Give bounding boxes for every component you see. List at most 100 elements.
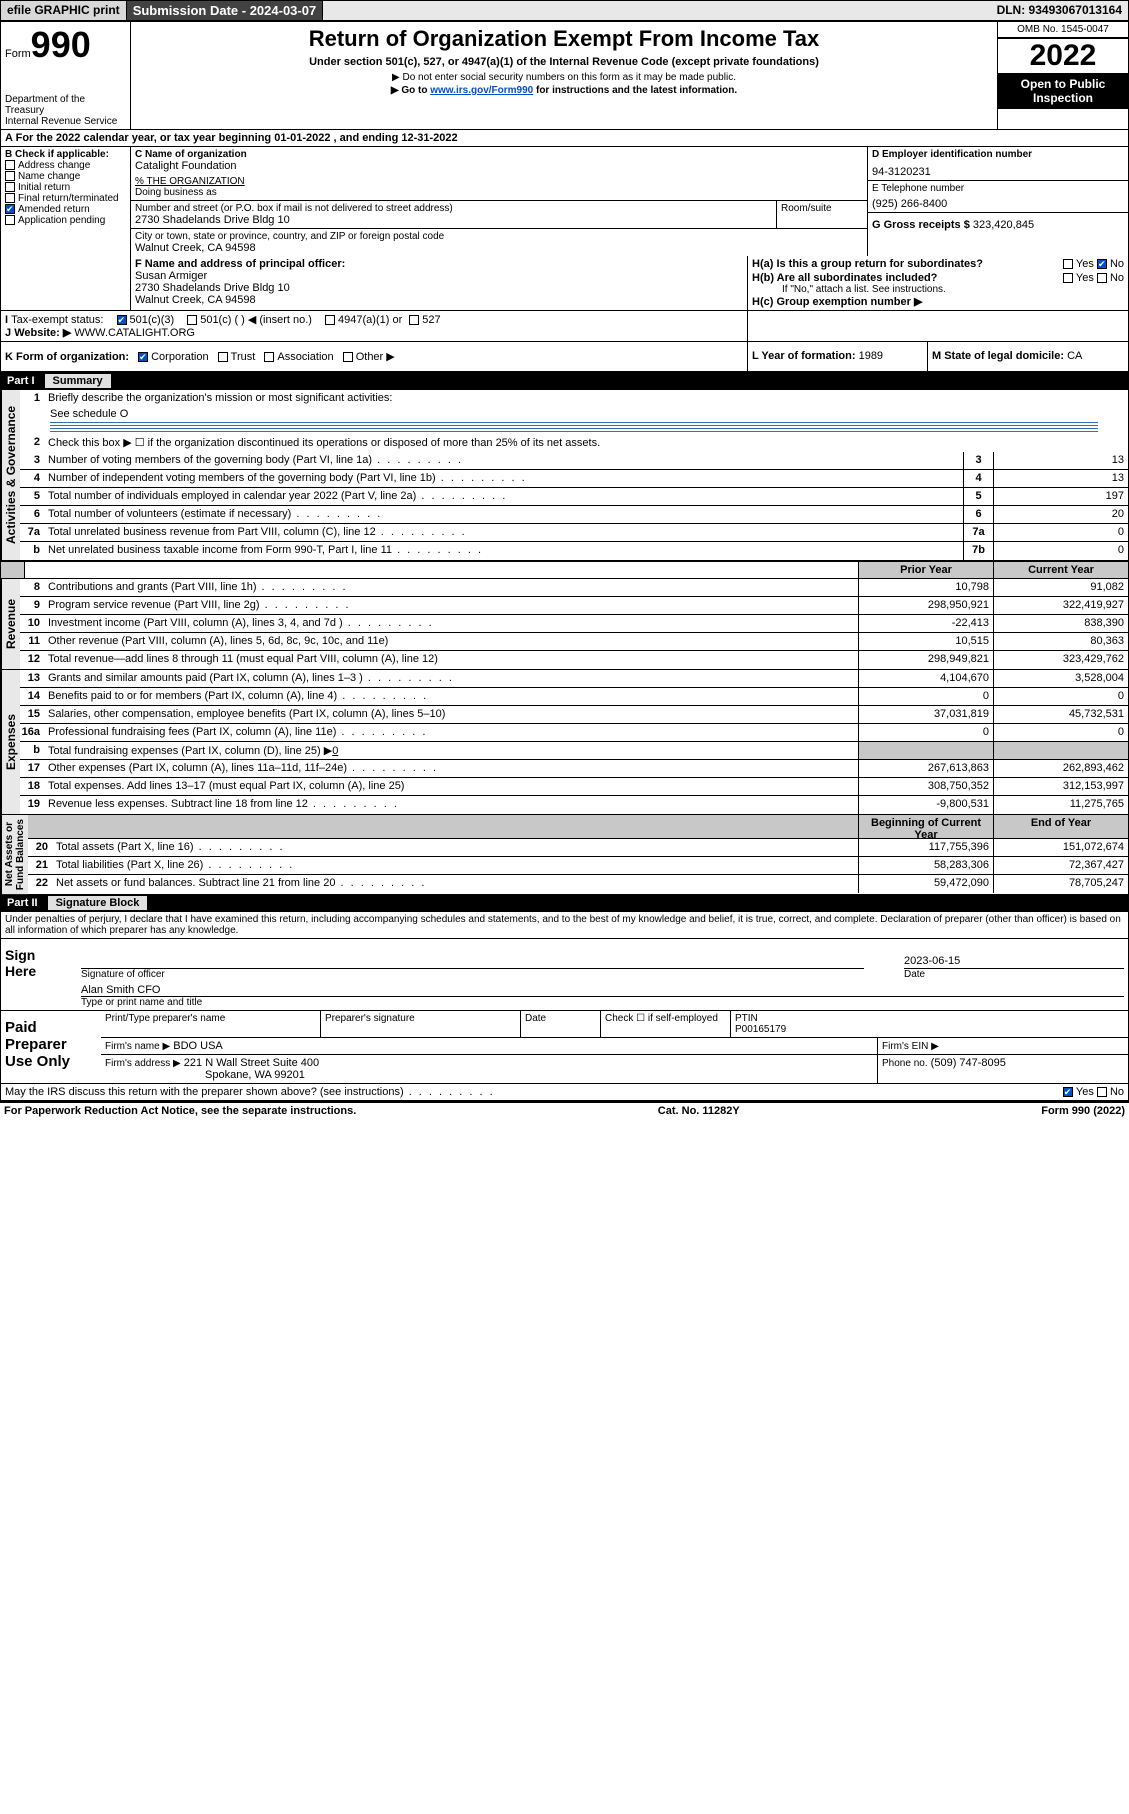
p10: -22,413 xyxy=(858,615,993,632)
firm-ein-label: Firm's EIN ▶ xyxy=(882,1041,939,1052)
eoy-hdr: End of Year xyxy=(993,815,1128,838)
addr-change-chk[interactable] xyxy=(5,160,15,170)
trust-chk[interactable] xyxy=(218,352,228,362)
domicile-label: M State of legal domicile: xyxy=(932,350,1064,362)
form-title: Return of Organization Exempt From Incom… xyxy=(135,26,993,52)
501c3-chk[interactable] xyxy=(117,315,127,325)
l4: Number of independent voting members of … xyxy=(44,470,963,487)
under-section: Under section 501(c), 527, or 4947(a)(1)… xyxy=(135,56,993,68)
assoc-chk[interactable] xyxy=(264,352,274,362)
c12: 323,429,762 xyxy=(993,651,1128,669)
form-number: 990 xyxy=(31,24,91,65)
c16a: 0 xyxy=(993,724,1128,741)
l15: Salaries, other compensation, employee b… xyxy=(44,706,858,723)
may-discuss-row: May the IRS discuss this return with the… xyxy=(1,1084,1128,1102)
initial-return-chk[interactable] xyxy=(5,182,15,192)
street-label: Number and street (or P.O. box if mail i… xyxy=(135,203,772,214)
c14: 0 xyxy=(993,688,1128,705)
street: 2730 Shadelands Drive Bldg 10 xyxy=(135,214,772,226)
other-chk[interactable] xyxy=(343,352,353,362)
l16a: Professional fundraising fees (Part IX, … xyxy=(44,724,858,741)
irs-link[interactable]: www.irs.gov/Form990 xyxy=(430,85,533,96)
v6: 20 xyxy=(993,506,1128,523)
name-change-chk[interactable] xyxy=(5,171,15,181)
l3: Number of voting members of the governin… xyxy=(44,452,963,469)
c17: 262,893,462 xyxy=(993,760,1128,777)
501c-chk[interactable] xyxy=(187,315,197,325)
p15: 37,031,819 xyxy=(858,706,993,723)
room-suite-label: Room/suite xyxy=(777,201,867,228)
org-name-label: C Name of organization xyxy=(135,149,863,160)
firm-name-label: Firm's name ▶ xyxy=(105,1041,170,1052)
527-chk[interactable] xyxy=(409,315,419,325)
sidebar-netassets: Net Assets or Fund Balances xyxy=(1,815,28,894)
signer-name: Alan Smith CFO xyxy=(81,984,1124,997)
p8: 10,798 xyxy=(858,579,993,596)
ha-no-chk[interactable] xyxy=(1097,259,1107,269)
final-return-label: Final return/terminated xyxy=(18,193,119,204)
l7a: Total unrelated business revenue from Pa… xyxy=(44,524,963,541)
corp-label: Corporation xyxy=(151,351,208,363)
p19: -9,800,531 xyxy=(858,796,993,814)
activities-governance: Activities & Governance 1Briefly describ… xyxy=(1,390,1128,561)
hb-yes-chk[interactable] xyxy=(1063,273,1073,283)
year-form: 1989 xyxy=(859,350,883,362)
may-yes: Yes xyxy=(1076,1086,1094,1098)
corp-chk[interactable] xyxy=(138,352,148,362)
sig-officer-label: Signature of officer xyxy=(81,969,864,980)
firm-phone: (509) 747-8095 xyxy=(931,1057,1006,1069)
c19: 11,275,765 xyxy=(993,796,1128,814)
prep-date-hdr: Date xyxy=(521,1011,601,1037)
l22: Net assets or fund balances. Subtract li… xyxy=(52,875,858,893)
sign-date-label: Date xyxy=(904,969,1124,980)
dba-label: Doing business as xyxy=(135,187,863,198)
c18: 312,153,997 xyxy=(993,778,1128,795)
form-label: Form xyxy=(5,48,31,60)
firm-name: BDO USA xyxy=(173,1040,223,1052)
penalty-text: Under penalties of perjury, I declare th… xyxy=(1,912,1128,939)
hb-no-chk[interactable] xyxy=(1097,273,1107,283)
city: Walnut Creek, CA 94598 xyxy=(135,242,863,254)
part1-title: Summary xyxy=(45,374,111,388)
part2-tag: Part II xyxy=(7,897,38,909)
goto-suffix: for instructions and the latest informat… xyxy=(533,85,737,96)
l7b: Net unrelated business taxable income fr… xyxy=(44,542,963,560)
form-header: Form990 Department of the Treasury Inter… xyxy=(1,22,1128,130)
p14: 0 xyxy=(858,688,993,705)
hb-label: H(b) Are all subordinates included? xyxy=(752,272,937,284)
4947-chk[interactable] xyxy=(325,315,335,325)
l21: Total liabilities (Part X, line 26) xyxy=(52,857,858,874)
v16b: 0 xyxy=(332,745,338,757)
may-yes-chk[interactable] xyxy=(1063,1087,1073,1097)
firm-addr2: Spokane, WA 99201 xyxy=(205,1069,305,1081)
ein-label: D Employer identification number xyxy=(872,149,1124,160)
v4: 13 xyxy=(993,470,1128,487)
expenses-section: Expenses 13Grants and similar amounts pa… xyxy=(1,670,1128,815)
section-klm: K Form of organization: Corporation Trus… xyxy=(1,342,1128,372)
may-no-chk[interactable] xyxy=(1097,1087,1107,1097)
527-label: 527 xyxy=(422,314,440,326)
year-form-label: L Year of formation: xyxy=(752,350,856,362)
goto-prefix: ▶ Go to xyxy=(391,85,430,96)
c11: 80,363 xyxy=(993,633,1128,650)
website-label: Website: ▶ xyxy=(14,327,71,339)
netassets-section: Net Assets or Fund Balances Beginning of… xyxy=(1,815,1128,894)
l12: Total revenue—add lines 8 through 11 (mu… xyxy=(44,651,858,669)
efile-print-btn[interactable]: efile GRAPHIC print xyxy=(1,1,127,20)
name-change-label: Name change xyxy=(18,171,80,182)
ha-yes-chk[interactable] xyxy=(1063,259,1073,269)
addr-change-label: Address change xyxy=(18,160,90,171)
v7b: 0 xyxy=(993,542,1128,560)
sidebar-revenue: Revenue xyxy=(1,579,20,669)
app-pending-chk[interactable] xyxy=(5,215,15,225)
preparer-block: Paid Preparer Use Only Print/Type prepar… xyxy=(1,1011,1128,1084)
amended-return-chk[interactable] xyxy=(5,204,15,214)
ein: 94-3120231 xyxy=(872,166,1124,178)
firm-addr1: 221 N Wall Street Suite 400 xyxy=(184,1057,319,1069)
final-return-chk[interactable] xyxy=(5,193,15,203)
sign-here-block: Sign Here Signature of officer 2023-06-1… xyxy=(1,939,1128,1011)
section-bcdeg: B Check if applicable: Address change Na… xyxy=(1,147,1128,256)
p16a: 0 xyxy=(858,724,993,741)
p12: 298,949,821 xyxy=(858,651,993,669)
tax-year-line: A For the 2022 calendar year, or tax yea… xyxy=(1,130,1128,147)
